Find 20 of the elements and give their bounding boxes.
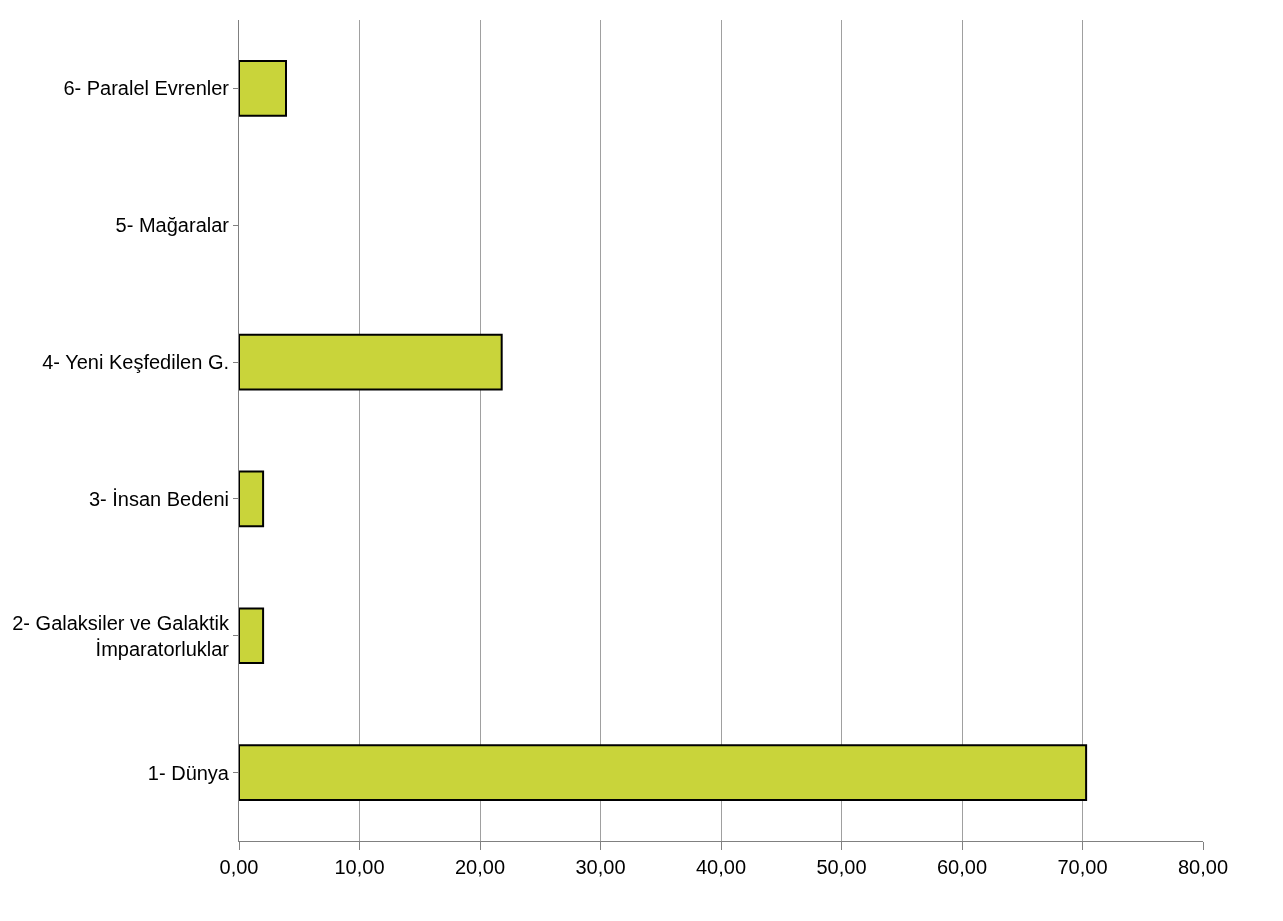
x-tick-label: 10,00 bbox=[334, 856, 385, 878]
y-tick-label: 2- Galaksiler ve Galaktik İmparatorluklar bbox=[12, 611, 230, 660]
x-tick-label: 20,00 bbox=[454, 856, 506, 878]
x-tick-label: 30,00 bbox=[575, 856, 626, 878]
x-tick-label: 80,00 bbox=[1177, 856, 1229, 878]
y-tick-label: 6- Paralel Evrenler bbox=[63, 77, 230, 100]
y-tick-label: 5- Mağaralar bbox=[115, 214, 230, 237]
bar bbox=[239, 607, 265, 665]
y-tick-label: 1- Dünya bbox=[147, 761, 230, 784]
x-tick-label: 50,00 bbox=[816, 856, 867, 878]
x-tick-label: 0,00 bbox=[219, 856, 259, 878]
bar bbox=[239, 470, 265, 528]
x-tick-label: 40,00 bbox=[695, 856, 747, 878]
y-tick-label: 3- İnsan Bedeni bbox=[88, 487, 229, 510]
x-tick-label: 60,00 bbox=[936, 856, 988, 878]
bar bbox=[239, 60, 287, 117]
bar bbox=[239, 333, 503, 391]
y-tick-label: 4- Yeni Keşfedilen G. bbox=[42, 351, 229, 374]
bar bbox=[239, 744, 1088, 801]
x-tick-label: 70,00 bbox=[1057, 856, 1108, 878]
